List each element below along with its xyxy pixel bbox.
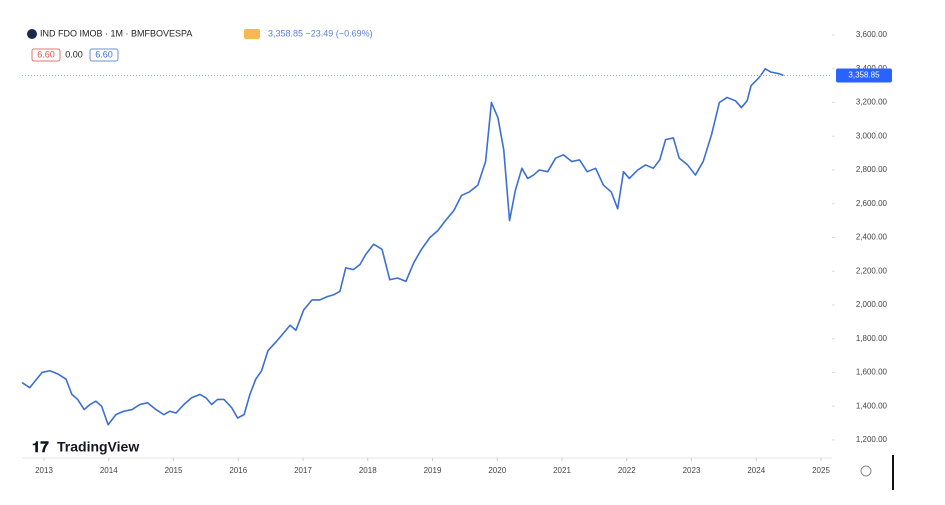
- y-tick-label: 3,400.00: [856, 64, 888, 73]
- spread: 0.00: [65, 49, 83, 59]
- x-tick-label: 2023: [683, 466, 701, 475]
- x-tick-label: 2019: [424, 466, 442, 475]
- x-tick-label: 2014: [100, 466, 118, 475]
- chart-title: IND FDO IMOB · 1M · BMFBOVESPA: [40, 28, 192, 38]
- price-line: [21, 67, 784, 426]
- x-tick-label: 2017: [294, 466, 312, 475]
- y-tick-label: 1,200.00: [856, 435, 888, 444]
- y-tick-label: 3,600.00: [856, 30, 888, 39]
- x-tick-label: 2015: [165, 466, 183, 475]
- y-tick-label: 1,600.00: [856, 368, 888, 377]
- y-tick-label: 1,800.00: [856, 334, 888, 343]
- x-tick-label: 2024: [747, 466, 765, 475]
- brand-logo: 𝟏𝟕: [32, 439, 49, 456]
- symbol-icon: [27, 29, 37, 39]
- last-price-tag: [836, 68, 892, 83]
- y-tick-label: 2,400.00: [856, 233, 888, 242]
- buy-price: 6.60: [95, 49, 113, 59]
- x-tick-label: 2020: [488, 466, 506, 475]
- sell-price: 6.60: [37, 49, 55, 59]
- brand: TradingView: [57, 439, 139, 455]
- y-tick-label: 1,400.00: [856, 401, 888, 410]
- y-tick-label: 2,600.00: [856, 199, 888, 208]
- y-tick-label: 2,000.00: [856, 300, 888, 309]
- x-tick-label: 2025: [812, 466, 830, 475]
- status-badge: [244, 29, 260, 39]
- y-tick-label: 3,000.00: [856, 131, 888, 140]
- quote: 3,358.85 −23.49 (−0.69%): [268, 28, 373, 38]
- x-tick-label: 2013: [35, 466, 53, 475]
- x-tick-label: 2021: [553, 466, 571, 475]
- y-tick-label: 3,200.00: [856, 98, 888, 107]
- settings-button[interactable]: [860, 465, 872, 477]
- y-tick-label: 2,200.00: [856, 266, 888, 275]
- buy-button[interactable]: [89, 48, 119, 62]
- last-price-label: 3,358.85: [848, 71, 880, 80]
- sell-button[interactable]: [31, 48, 61, 62]
- x-tick-label: 2018: [359, 466, 377, 475]
- x-tick-label: 2022: [618, 466, 636, 475]
- y-tick-label: 2,800.00: [856, 165, 888, 174]
- x-tick-label: 2016: [229, 466, 247, 475]
